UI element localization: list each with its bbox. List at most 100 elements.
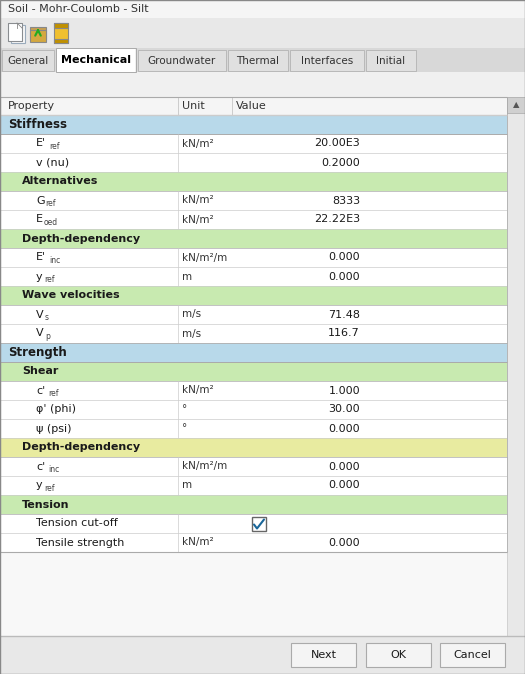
- Bar: [0, 97, 507, 115]
- Bar: [0, 419, 507, 438]
- Text: Depth-dependency: Depth-dependency: [22, 233, 140, 243]
- Text: Depth-dependency: Depth-dependency: [22, 443, 140, 452]
- Bar: [0, 0, 525, 18]
- Text: m: m: [182, 272, 192, 282]
- Text: ref: ref: [45, 199, 56, 208]
- Bar: [57, 49, 135, 72]
- Text: Unit: Unit: [182, 101, 205, 111]
- Text: ref: ref: [49, 142, 59, 151]
- Bar: [0, 286, 507, 305]
- Text: ref: ref: [48, 389, 58, 398]
- Text: Property: Property: [8, 101, 55, 111]
- Bar: [30, 30, 46, 42]
- Text: v (nu): v (nu): [36, 158, 69, 168]
- Bar: [507, 97, 525, 113]
- Bar: [11, 25, 25, 43]
- Bar: [0, 343, 507, 362]
- Text: Thermal: Thermal: [236, 56, 279, 66]
- Text: inc: inc: [48, 465, 59, 474]
- Text: s: s: [45, 313, 49, 322]
- Bar: [366, 50, 416, 71]
- Text: 0.000: 0.000: [328, 253, 360, 262]
- Text: inc: inc: [49, 256, 60, 265]
- Text: ref: ref: [44, 484, 55, 493]
- Bar: [0, 115, 507, 134]
- Bar: [138, 50, 226, 71]
- Bar: [0, 457, 507, 476]
- Text: 1.000: 1.000: [328, 386, 360, 396]
- Text: 22.22E3: 22.22E3: [314, 214, 360, 224]
- Text: 0.000: 0.000: [328, 272, 360, 282]
- Text: Groundwater: Groundwater: [148, 56, 216, 66]
- Bar: [0, 438, 507, 457]
- Text: Interfaces: Interfaces: [301, 56, 353, 66]
- Text: m/s: m/s: [182, 309, 201, 319]
- Bar: [0, 172, 507, 191]
- Text: y: y: [36, 272, 43, 282]
- Text: c': c': [36, 462, 45, 472]
- Bar: [8, 23, 22, 41]
- Text: Value: Value: [236, 101, 267, 111]
- Bar: [0, 153, 507, 172]
- Bar: [440, 643, 505, 667]
- Text: ψ (psi): ψ (psi): [36, 423, 71, 433]
- Text: Mechanical: Mechanical: [61, 55, 131, 65]
- Text: 20.00E3: 20.00E3: [314, 138, 360, 148]
- Text: 0.2000: 0.2000: [321, 158, 360, 168]
- Text: General: General: [7, 56, 49, 66]
- Text: m: m: [182, 481, 192, 491]
- Text: kN/m²: kN/m²: [182, 214, 214, 224]
- Bar: [507, 97, 525, 636]
- Text: 8333: 8333: [332, 195, 360, 206]
- Bar: [0, 495, 507, 514]
- Text: p: p: [45, 332, 50, 341]
- Bar: [366, 643, 431, 667]
- Text: 0.000: 0.000: [328, 537, 360, 547]
- Bar: [0, 636, 525, 674]
- Bar: [290, 50, 364, 71]
- Text: 0.000: 0.000: [328, 423, 360, 433]
- Text: Tensile strength: Tensile strength: [36, 537, 124, 547]
- Bar: [2, 50, 54, 71]
- Text: Cancel: Cancel: [454, 650, 491, 660]
- Text: kN/m²: kN/m²: [182, 386, 214, 396]
- Text: °: °: [182, 423, 187, 433]
- Bar: [0, 191, 507, 210]
- Text: y: y: [36, 481, 43, 491]
- Text: Alternatives: Alternatives: [22, 177, 98, 187]
- Bar: [0, 48, 525, 72]
- Text: Tension cut-off: Tension cut-off: [36, 518, 118, 528]
- Bar: [54, 23, 68, 28]
- Text: kN/m²/m: kN/m²/m: [182, 462, 227, 472]
- Bar: [0, 400, 507, 419]
- Text: kN/m²: kN/m²: [182, 138, 214, 148]
- Bar: [0, 514, 507, 533]
- Text: Wave velocities: Wave velocities: [22, 290, 120, 301]
- Bar: [228, 50, 288, 71]
- Text: c': c': [36, 386, 45, 396]
- Bar: [0, 324, 507, 343]
- Text: 71.48: 71.48: [328, 309, 360, 319]
- Text: kN/m²/m: kN/m²/m: [182, 253, 227, 262]
- Text: Initial: Initial: [376, 56, 405, 66]
- Text: V: V: [36, 328, 44, 338]
- Text: Stiffness: Stiffness: [8, 118, 67, 131]
- Bar: [0, 362, 507, 381]
- Bar: [0, 229, 507, 248]
- Text: oed: oed: [44, 218, 58, 227]
- Text: V: V: [36, 309, 44, 319]
- Bar: [56, 48, 136, 72]
- Text: ▲: ▲: [513, 100, 519, 109]
- Text: E': E': [36, 138, 46, 148]
- Text: Shear: Shear: [22, 367, 58, 377]
- Bar: [0, 210, 507, 229]
- Text: φ' (phi): φ' (phi): [36, 404, 76, 415]
- Text: Tension: Tension: [22, 499, 69, 510]
- Text: G: G: [36, 195, 45, 206]
- Bar: [252, 516, 266, 530]
- Bar: [54, 39, 68, 43]
- Bar: [0, 381, 507, 400]
- Text: kN/m²: kN/m²: [182, 537, 214, 547]
- Bar: [0, 18, 525, 48]
- Text: kN/m²: kN/m²: [182, 195, 214, 206]
